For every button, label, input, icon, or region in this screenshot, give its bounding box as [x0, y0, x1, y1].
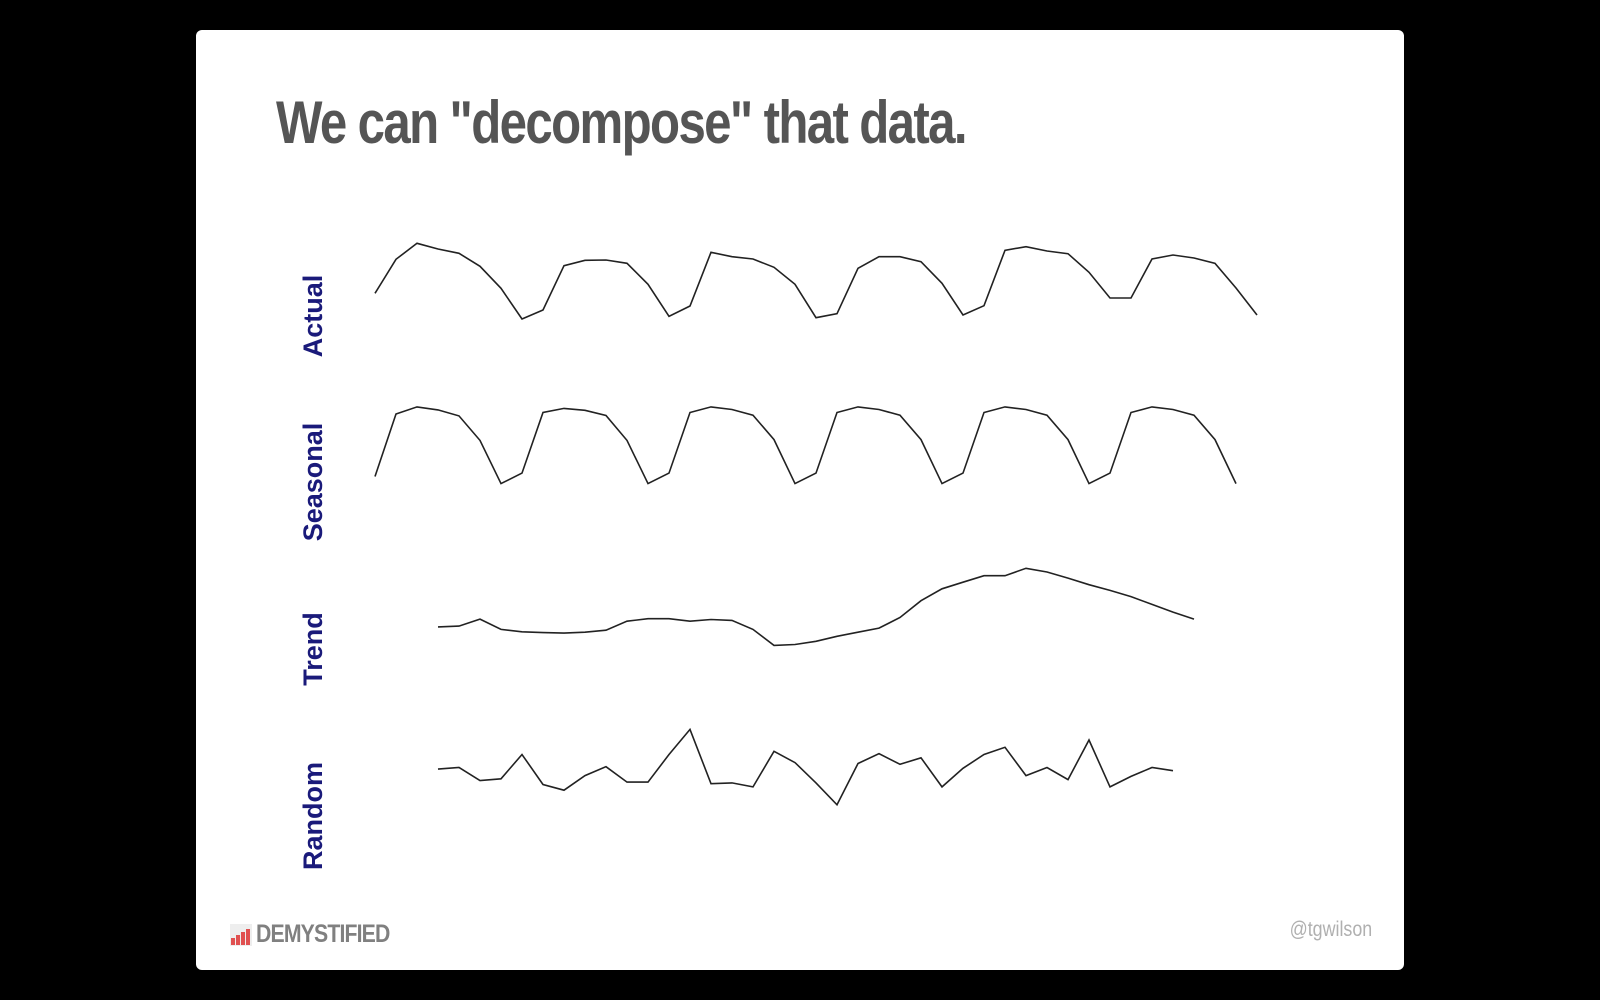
panel-label-trend: Trend	[298, 612, 328, 686]
series-line-random	[437, 727, 1174, 807]
logo-text: DEMYSTIFIED	[256, 920, 390, 948]
panel-seasonal: Seasonal	[298, 406, 1237, 542]
twitter-handle: @tgwilson	[1289, 918, 1372, 941]
panel-label-actual: Actual	[298, 275, 328, 358]
demystified-logo: DEMYSTIFIED	[230, 920, 413, 949]
bar-chart-logo-icon	[230, 923, 252, 946]
series-line-trend	[437, 567, 1195, 647]
panel-random: Random	[298, 727, 1174, 870]
slide-title: We can "decompose" that data.	[276, 89, 968, 156]
panel-label-random: Random	[298, 762, 328, 870]
panel-actual: Actual	[298, 242, 1258, 358]
slide: We can "decompose" that data. Actual Sea…	[196, 30, 1404, 970]
series-line-seasonal	[374, 406, 1237, 485]
decomposition-chart: Actual Seasonal Trend Random	[298, 242, 1258, 870]
panel-trend: Trend	[298, 567, 1195, 686]
panel-label-seasonal: Seasonal	[298, 423, 328, 542]
series-line-actual	[374, 242, 1258, 320]
